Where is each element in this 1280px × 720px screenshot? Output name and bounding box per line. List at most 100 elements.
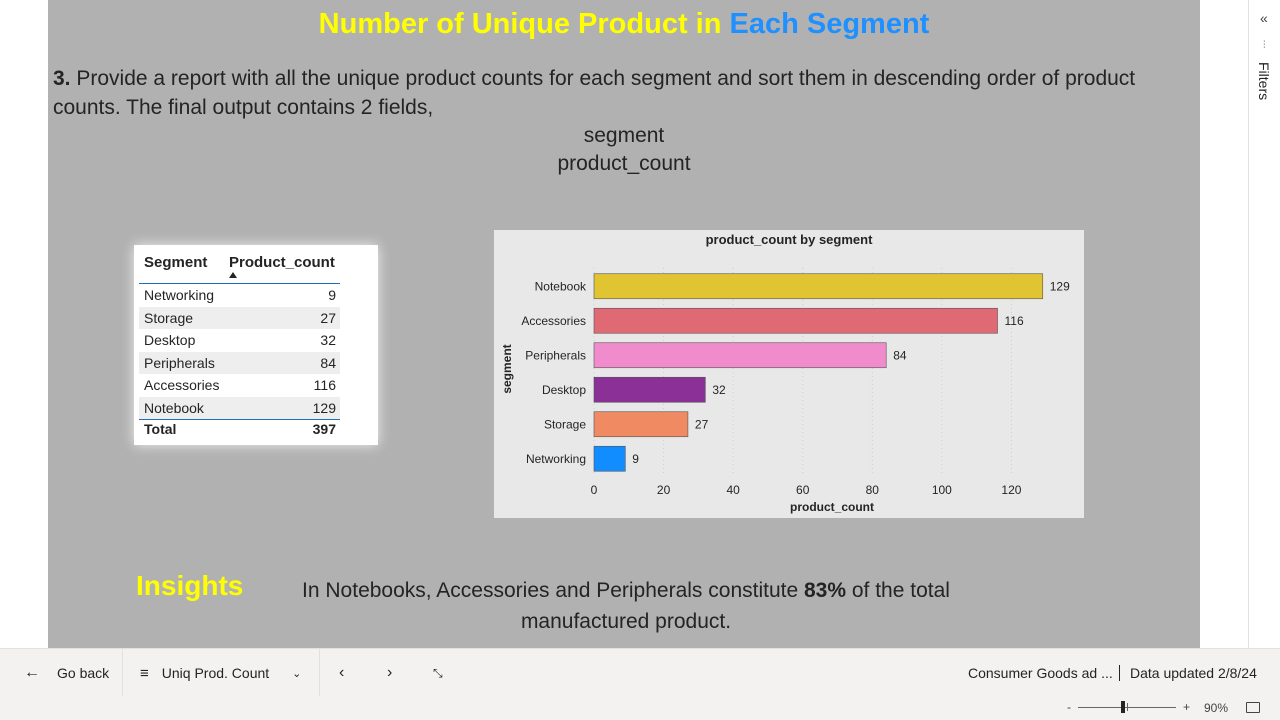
- x-tick-label: 0: [591, 483, 598, 497]
- next-page-button[interactable]: ›: [387, 649, 392, 697]
- data-label: 9: [632, 452, 639, 466]
- insights-heading: Insights: [136, 570, 244, 601]
- row-count: 116: [313, 377, 336, 393]
- x-tick-label: 100: [932, 483, 952, 497]
- table-row[interactable]: Notebook 129: [139, 396, 340, 420]
- row-count: 129: [312, 399, 336, 416]
- field-product-count: product_count: [557, 152, 691, 175]
- divider: [1119, 665, 1120, 681]
- chevron-left-icon: ‹: [339, 664, 345, 681]
- question-text: 3. Provide a report with all the unique …: [53, 64, 1193, 122]
- table-total-row: Total 397: [139, 419, 340, 441]
- category-label: Accessories: [521, 314, 586, 328]
- category-label: Storage: [544, 417, 586, 431]
- report-title: Number of Unique Product in Each Segment: [48, 8, 1200, 41]
- zoom-in-button[interactable]: +: [1183, 700, 1191, 714]
- table-body: Networking 9 Storage 27 Desktop 32 Peripher…: [139, 283, 340, 420]
- row-segment: Desktop: [144, 332, 196, 348]
- bottom-nav-bar: ← Go back ≡ Uniq Prod. Count ⌄ ‹ › ⤡ Con…: [0, 648, 1280, 697]
- previous-page-button[interactable]: ‹: [339, 649, 344, 697]
- data-label: 32: [712, 383, 726, 397]
- row-segment: Notebook: [144, 399, 204, 416]
- total-label: Total: [144, 421, 177, 437]
- zoom-slider-thumb[interactable]: [1121, 701, 1125, 713]
- x-tick-label: 20: [657, 483, 671, 497]
- column-header-product-count[interactable]: Product_count: [229, 254, 335, 271]
- data-label: 116: [1005, 314, 1024, 328]
- fit-to-page-icon[interactable]: [1246, 702, 1260, 713]
- row-segment: Peripherals: [144, 354, 215, 371]
- insight-text-pre: In Notebooks, Accessories and Peripheral…: [302, 579, 804, 602]
- chart-title: product_count by segment: [706, 232, 874, 247]
- zoom-out-button[interactable]: -: [1067, 700, 1071, 714]
- status-bar: - + 90%: [0, 696, 1280, 720]
- category-label: Desktop: [542, 383, 586, 397]
- data-label: 129: [1050, 279, 1070, 293]
- insight-text-post: of the total manufactured product.: [520, 579, 950, 633]
- expand-chevron-icon[interactable]: «: [1260, 10, 1268, 26]
- category-label: Notebook: [535, 279, 587, 293]
- page-selector[interactable]: ≡ Uniq Prod. Count ⌄: [140, 649, 301, 697]
- zoom-slider-center: [1127, 703, 1128, 711]
- go-back-label: Go back: [57, 665, 110, 681]
- report-page: Number of Unique Product in Each Segment…: [48, 0, 1200, 648]
- question-body: Provide a report with all the unique pro…: [53, 67, 1136, 119]
- report-canvas: Number of Unique Product in Each Segment…: [48, 0, 1200, 648]
- chevron-down-icon: ⌄: [292, 667, 302, 680]
- data-label: 84: [893, 348, 907, 362]
- table-row[interactable]: Networking 9: [139, 284, 340, 307]
- bar: [593, 411, 689, 438]
- row-count: 84: [320, 354, 336, 371]
- product-count-table[interactable]: Segment Product_count Networking 9 Storag…: [134, 245, 378, 445]
- title-part1: Number of Unique Product in: [318, 8, 730, 40]
- x-tick-label: 80: [866, 483, 880, 497]
- row-segment: Accessories: [144, 377, 220, 393]
- column-header-segment[interactable]: Segment: [144, 254, 208, 271]
- x-axis-title: product_count: [790, 500, 874, 514]
- x-tick-label: 120: [1001, 483, 1021, 497]
- table-row[interactable]: Peripherals 84: [139, 351, 340, 374]
- bar: [593, 445, 626, 472]
- total-value: 397: [312, 421, 336, 437]
- go-back-button[interactable]: ← Go back: [24, 649, 109, 697]
- table-row[interactable]: Desktop 32: [139, 329, 340, 352]
- x-tick-label: 40: [726, 483, 740, 497]
- y-axis-title: segment: [500, 344, 514, 393]
- filters-label[interactable]: Filters: [1256, 62, 1272, 101]
- data-updated: Data updated 2/8/24: [1130, 665, 1257, 681]
- bar-chart-svg: product_count by segment 0 20 40 60 80 100 120 p…: [500, 232, 1070, 514]
- report-name: Consumer Goods ad ...: [968, 665, 1113, 681]
- filter-icon: ⫶: [1263, 40, 1266, 51]
- bar: [593, 376, 706, 403]
- x-tick-label: 60: [796, 483, 810, 497]
- zoom-level: 90%: [1204, 701, 1229, 715]
- row-count: 32: [320, 332, 336, 348]
- table-row[interactable]: Storage 27: [139, 306, 340, 329]
- sort-ascending-icon: [229, 272, 237, 278]
- divider: [319, 649, 320, 697]
- row-count: 9: [328, 287, 336, 303]
- page-list-icon: ≡: [140, 664, 149, 682]
- question-number: 3.: [53, 67, 71, 90]
- table-row[interactable]: Accessories 116: [139, 374, 340, 397]
- collapse-arrows-icon: ⤡: [433, 665, 443, 680]
- bar: [593, 273, 1044, 300]
- row-segment: Storage: [144, 309, 194, 326]
- insight-text: In Notebooks, Accessories and Peripheral…: [300, 575, 952, 637]
- back-arrow-icon: ←: [24, 664, 40, 681]
- bar-chart[interactable]: product_count by segment 0 20 40 60 80 100 120 p…: [494, 230, 1084, 518]
- bar: [593, 342, 887, 369]
- category-label: Peripherals: [525, 348, 586, 362]
- chevron-right-icon: ›: [387, 664, 393, 681]
- bar: [593, 307, 998, 334]
- field-segment: segment: [583, 124, 665, 147]
- collapse-button[interactable]: ⤡: [433, 649, 443, 697]
- page-name: Uniq Prod. Count: [161, 665, 270, 681]
- filters-pane[interactable]: « ⫶ Filters: [1248, 0, 1280, 648]
- data-label: 27: [695, 417, 709, 431]
- divider: [122, 649, 123, 697]
- row-segment: Networking: [144, 287, 215, 303]
- insight-highlight: 83%: [804, 579, 847, 602]
- category-label: Networking: [526, 452, 586, 466]
- row-count: 27: [320, 309, 336, 326]
